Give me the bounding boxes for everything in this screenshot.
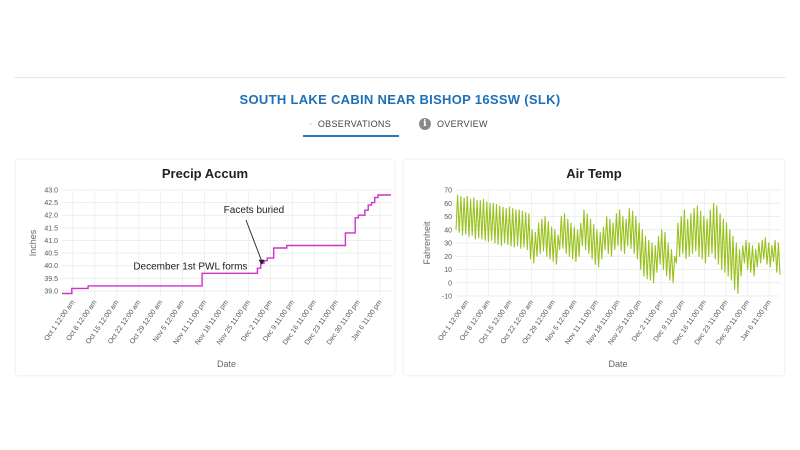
x-axis-title: Date <box>608 359 627 369</box>
y-tick-label: 20 <box>444 254 452 261</box>
tab-overview-label: OVERVIEW <box>437 119 488 129</box>
arrow-head-icon <box>258 259 265 265</box>
y-tick-label: 42.5 <box>44 200 58 207</box>
y-tick-label: 39.5 <box>44 276 58 283</box>
y-axis-title: Fahrenheit <box>422 221 432 265</box>
air-temp-panel: Air Temp -10 0 10 20 30 40 50 60 70 Oct 1 12:00 a… <box>404 160 784 375</box>
y-tick-label: 41.0 <box>44 238 58 245</box>
station-title: SOUTH LAKE CABIN NEAR BISHOP 16SSW (SLK) <box>239 92 561 107</box>
y-axis-title: Inches <box>28 229 38 256</box>
tab-overview[interactable]: i OVERVIEW <box>413 113 496 135</box>
y-tick-label: 41.5 <box>44 225 58 232</box>
header-divider <box>14 77 786 78</box>
precip-accum-chart: 39.039.540.040.541.041.542.042.543.0Oct … <box>28 188 391 369</box>
y-tick-label: 70 <box>444 188 452 195</box>
annotation-pwl-forms: December 1st PWL forms <box>133 261 247 272</box>
chart-title: Air Temp <box>566 166 622 181</box>
y-tick-label: 40 <box>444 227 452 234</box>
precip-series-line <box>62 194 391 295</box>
y-tick-label: -10 <box>442 294 452 301</box>
trend-line-icon <box>309 123 312 125</box>
chart-title: Precip Accum <box>161 166 249 181</box>
y-tick-label: 42.0 <box>44 213 58 220</box>
annotation-arrow <box>245 219 263 262</box>
y-tick-label: 30 <box>444 241 452 248</box>
info-icon: i <box>419 118 431 130</box>
y-tick-label: 40.0 <box>44 263 58 270</box>
temp-series-line <box>455 194 781 294</box>
y-tick-label: 0 <box>448 280 452 287</box>
y-tick-label: 39.0 <box>44 288 58 295</box>
annotation-facets-buried: Facets buried <box>224 205 285 216</box>
tab-observations[interactable]: OBSERVATIONS <box>303 113 399 137</box>
y-tick-label: 10 <box>444 267 452 274</box>
y-tick-label: 50 <box>444 214 452 221</box>
y-tick-label: 43.0 <box>44 188 58 195</box>
y-tick-label: 40.5 <box>44 251 58 258</box>
x-axis-title: Date <box>217 359 236 369</box>
precip-accum-panel: Precip Accum 39.0 39.5 40.0 40.5 41.0 41.5 42.… <box>16 160 394 375</box>
tab-observations-label: OBSERVATIONS <box>317 119 391 129</box>
view-tabs: OBSERVATIONS i OVERVIEW <box>303 113 496 139</box>
y-tick-label: 60 <box>444 201 452 208</box>
